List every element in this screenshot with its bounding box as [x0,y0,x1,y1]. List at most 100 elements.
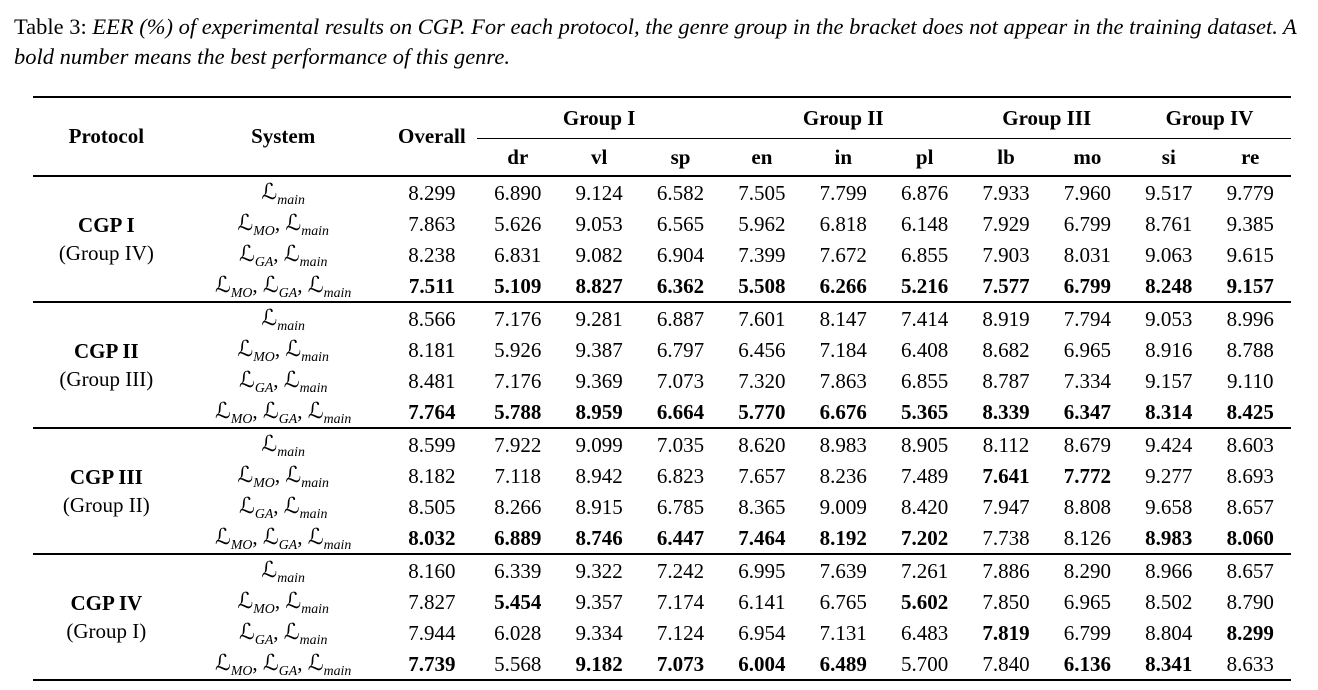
protocol-cell: CGP III (Group II) [33,427,180,554]
protocol-holdout-group: (Group I) [66,619,147,643]
loss-symbol: ℒ [238,620,255,645]
genre-eer-value: 9.517 [1145,180,1193,205]
table-row: ℒGA, ℒmain 8.505 8.266 8.915 6.785 8.365 9.009… [33,491,1291,522]
genre-eer-value: 5.454 [494,589,542,614]
loss-symbol: ℒ [238,368,255,393]
genre-eer-value: 9.424 [1128,427,1210,460]
genre-eer-value: 6.799 [1063,620,1112,645]
table-row: ℒMO, ℒmain 7.863 5.626 9.053 6.565 5.962 6.818… [33,208,1291,239]
table-row: CGP I (Group IV) ℒmain 8.299 6.890 9.124 6.582… [33,176,1291,265]
loss-symbol: ℒ [214,273,231,298]
overall-eer-value: 8.238 [408,242,456,267]
overall-eer-value: 7.739 [408,651,456,676]
genre-eer-value: 6.664 [656,399,705,424]
genre-eer-value: 6.799 [1063,273,1112,298]
genre-eer-value: 6.565 [656,211,705,236]
genre-eer-value: 8.746 [575,525,623,550]
genre-eer-value: 5.926 [494,337,542,362]
table-row: ℒMO, ℒGA, ℒmain 7.764 5.788 8.959 6.664 5.770… [33,396,1291,428]
genre-eer-value: 5.626 [494,211,542,236]
genre-eer-value: 7.118 [494,463,541,488]
genre-eer-value: 6.028 [494,620,542,645]
genre-eer-value: 6.362 [656,273,705,298]
genre-eer-value: 8.657 [1226,494,1274,519]
col-header-overall: Overall [386,97,478,177]
genre-eer-value: 7.903 [982,242,1030,267]
genre-eer-value: 8.682 [982,337,1030,362]
system-cell: ℒmain [179,301,387,334]
table-row: ℒGA, ℒmain 7.944 6.028 9.334 7.124 6.954 7.131… [33,617,1291,648]
genre-eer-value: 6.136 [1063,651,1112,676]
system-cell: ℒMO, ℒmain [237,337,329,365]
genre-eer-value: 8.761 [1145,211,1193,236]
genre-eer-value: 7.639 [802,553,884,586]
col-header-pl: pl [883,138,966,177]
system-cell: ℒMO, ℒmain [237,463,329,491]
genre-eer-value: 5.508 [738,273,786,298]
genre-eer-value: 8.236 [819,463,867,488]
genre-eer-value: 7.073 [656,368,705,393]
group-header-2: Group II [721,97,966,139]
genre-eer-value: 7.738 [982,525,1030,550]
genre-eer-value: 7.242 [639,553,722,586]
table-row: ℒMO, ℒmain 8.181 5.926 9.387 6.797 6.456 7.184… [33,334,1291,365]
loss-symbol: ℒ [237,211,254,236]
loss-symbol: ℒ [214,651,231,676]
genre-eer-value: 6.447 [656,525,705,550]
genre-eer-value: 7.922 [477,427,559,460]
genre-eer-value: 6.855 [901,368,949,393]
genre-eer-value: 8.290 [1046,553,1129,586]
genre-eer-value: 6.954 [738,620,786,645]
genre-eer-value: 9.063 [1145,242,1193,267]
genre-eer-value: 6.489 [819,651,867,676]
genre-eer-value: 9.009 [819,494,867,519]
protocol-name: CGP III [69,465,143,489]
genre-eer-value: 6.141 [738,589,786,614]
genre-eer-value: 9.110 [1226,368,1274,393]
loss-symbol: ℒ [262,651,279,676]
overall-eer-value: 8.032 [408,525,456,550]
genre-eer-value: 8.365 [738,494,786,519]
genre-eer-value: 8.915 [575,494,623,519]
genre-eer-value: 8.788 [1226,337,1274,362]
group-header-4: Group IV [1128,97,1291,139]
overall-eer-value: 7.764 [408,399,456,424]
caption-text: EER (%) of experimental results on CGP. … [14,14,1297,69]
genre-eer-value: 7.929 [982,211,1030,236]
genre-eer-value: 6.965 [1063,589,1112,614]
genre-eer-value: 9.357 [575,589,623,614]
genre-eer-value: 5.770 [738,399,786,424]
loss-symbol: ℒ [262,273,279,298]
genre-eer-value: 7.131 [819,620,867,645]
table-row: CGP II (Group III) ℒmain 8.566 7.176 9.281 6.8… [33,301,1291,428]
genre-eer-value: 6.676 [819,399,867,424]
genre-eer-value: 6.582 [656,180,705,205]
group-header-row: Protocol System Overall Group I Group II… [33,97,1291,177]
col-header-vl: vl [558,138,640,177]
genre-eer-value: 8.996 [1209,301,1291,334]
genre-eer-value: 8.827 [575,273,623,298]
genre-eer-value: 8.341 [1145,651,1193,676]
table-row: ℒMO, ℒGA, ℒmain 7.739 5.568 9.182 7.073 6.004… [33,648,1291,680]
group-header-1: Group I [477,97,722,139]
genre-eer-value: 9.277 [1145,463,1193,488]
genre-eer-value: 9.157 [1145,368,1193,393]
system-cell: ℒGA, ℒmain [238,242,328,270]
loss-symbol: ℒ [261,558,278,583]
genre-eer-value: 5.216 [901,273,949,298]
genre-eer-value: 6.456 [738,337,786,362]
loss-symbol: ℒ [237,589,254,614]
genre-eer-value: 8.126 [1063,525,1112,550]
table-row: ℒMO, ℒmain 7.827 5.454 9.357 7.174 6.141 6.765… [33,586,1291,617]
loss-symbol: ℒ [237,463,254,488]
loss-symbol: ℒ [214,525,231,550]
system-cell: ℒGA, ℒmain [238,368,328,396]
genre-eer-value: 6.765 [819,589,867,614]
system-cell: ℒMO, ℒGA, ℒmain [214,525,352,553]
genre-eer-value: 9.182 [575,651,623,676]
genre-eer-value: 6.799 [1063,211,1112,236]
genre-eer-value: 7.505 [738,180,786,205]
overall-eer-value: 7.944 [408,620,456,645]
table-row: ℒMO, ℒGA, ℒmain 8.032 6.889 8.746 6.447 7.464… [33,522,1291,554]
